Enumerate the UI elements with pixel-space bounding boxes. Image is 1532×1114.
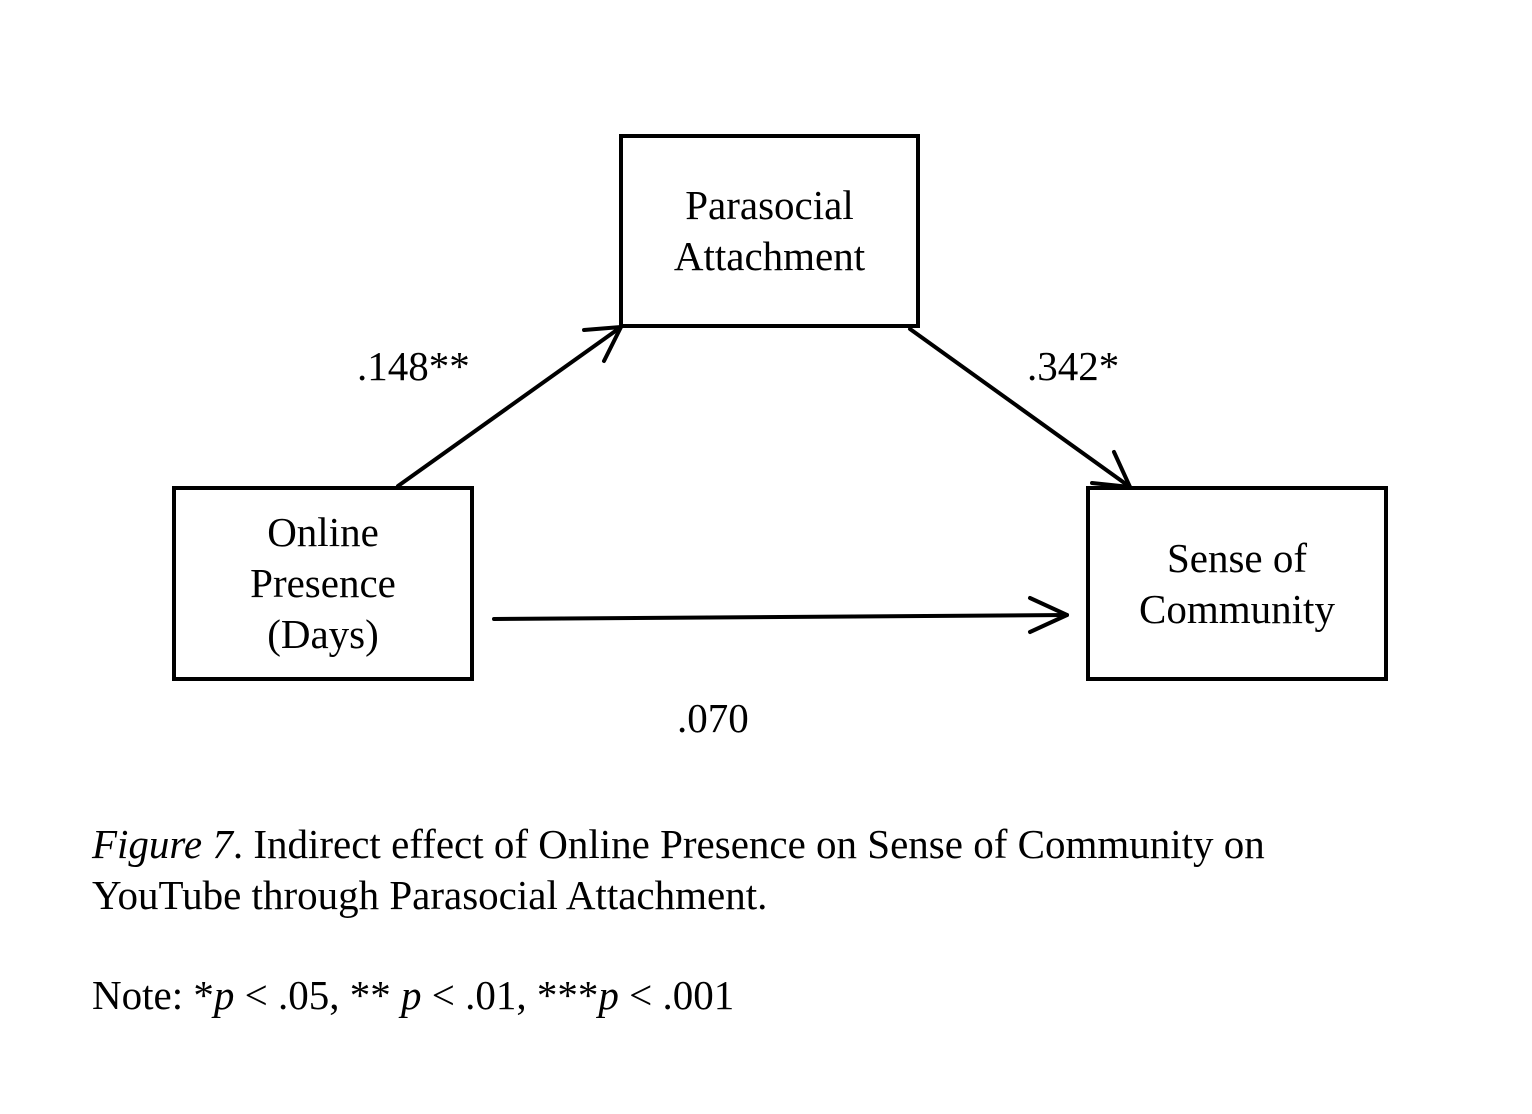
caption-text: . Indirect effect of Online Presence on …: [232, 821, 1265, 867]
figure-caption-line-1: Figure 7. Indirect effect of Online Pres…: [92, 819, 1265, 870]
coefficient-path-a: .148**: [357, 343, 470, 389]
node-label-line: Community: [1139, 585, 1335, 632]
node-label-line: (Days): [267, 611, 379, 657]
note-p-symbol: p: [213, 972, 235, 1018]
figure-caption-line-2: YouTube through Parasocial Attachment.: [92, 872, 768, 918]
node-online-presence: Online Presence (Days): [172, 486, 474, 681]
note-text: < .01, ***: [421, 972, 599, 1018]
note-text: < .001: [618, 972, 735, 1018]
node-label-line: Sense of: [1166, 534, 1308, 581]
arrow-path-c: [492, 596, 1069, 634]
note-p-symbol: p: [400, 972, 422, 1018]
node-parasocial-attachment: Parasocial Attachment: [619, 134, 920, 328]
node-label-line: Parasocial: [685, 182, 854, 228]
figure-label: Figure 7: [92, 821, 233, 867]
significance-note: Note: *p < .05, ** p < .01, ***p < .001: [92, 970, 734, 1021]
note-p-symbol: p: [598, 972, 619, 1018]
coefficient-path-c: .070: [677, 695, 749, 741]
node-sense-of-community: Sense of Community: [1086, 486, 1388, 681]
note-text: Note: *: [92, 972, 214, 1018]
node-label-line: Attachment: [673, 233, 866, 279]
note-text: < .05, **: [234, 972, 401, 1018]
node-label-line: Online: [267, 509, 379, 555]
node-label-line: Presence: [250, 560, 396, 606]
coefficient-path-b: .342*: [1027, 343, 1120, 389]
